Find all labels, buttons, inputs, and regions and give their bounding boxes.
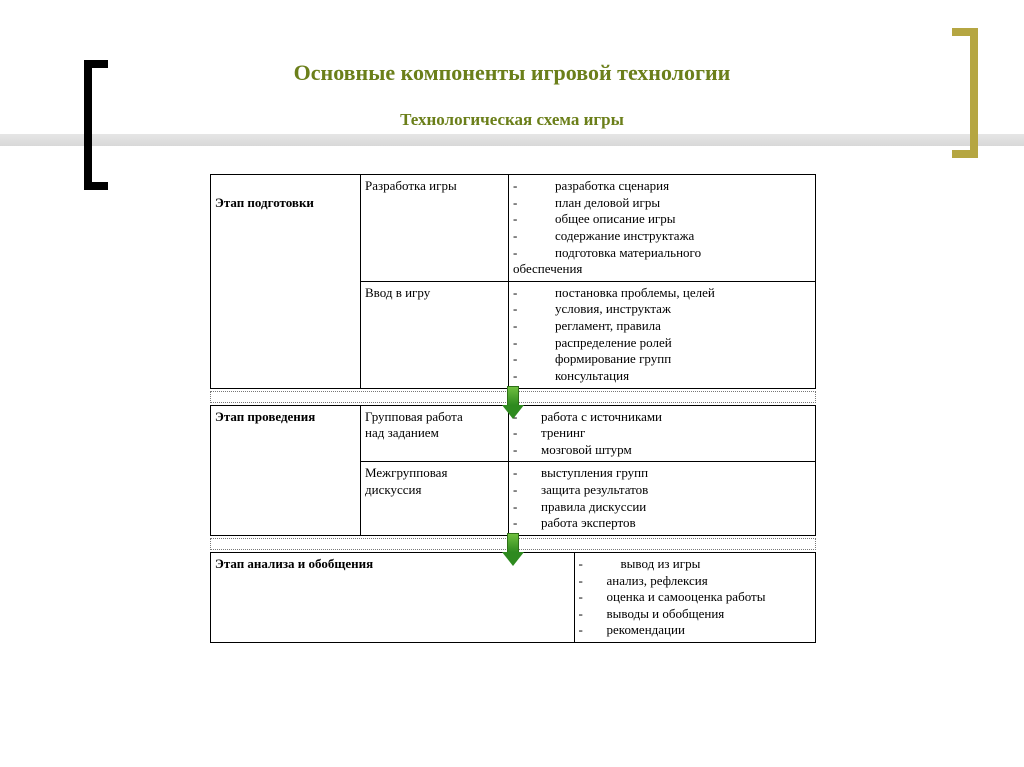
run-items1: -работа с источниками -тренинг -мозговой… (509, 405, 816, 462)
bracket-right (952, 28, 978, 158)
stage-label-text: Этап подготовки (215, 195, 314, 210)
stage-prep: Этап подготовки Разработка игры -разрабо… (210, 174, 816, 389)
run-sub1: Групповая работа над заданием (361, 405, 509, 462)
prep-sub2: Ввод в игру (361, 281, 509, 388)
gap-1 (210, 391, 816, 403)
gap-2 (210, 538, 816, 550)
stage-label: Этап подготовки (211, 175, 361, 389)
stage-label: Этап проведения (211, 405, 361, 535)
arrow-down-icon (502, 533, 524, 567)
prep-sub1: Разработка игры (361, 175, 509, 282)
stage-label-text: Этап проведения (215, 409, 315, 424)
arrow-down-icon (502, 386, 524, 420)
scheme-table: Этап подготовки Разработка игры -разрабо… (210, 174, 816, 645)
header-band (0, 134, 1024, 146)
analysis-items: -вывод из игры -анализ, рефлексия -оценк… (574, 552, 815, 642)
run-sub2: Межгрупповая дискуссия (361, 462, 509, 536)
prep-items2: -постановка проблемы, целей -условия, ин… (509, 281, 816, 388)
run-items2: -выступления групп -защита результатов -… (509, 462, 816, 536)
page-title: Основные компоненты игровой технологии (0, 60, 1024, 86)
prep-items1: -разработка сценария -план деловой игры … (509, 175, 816, 282)
stage-run: Этап проведения Групповая работа над зад… (210, 405, 816, 536)
stage-label-text: Этап анализа и обобщения (215, 556, 373, 571)
page-subtitle: Технологическая схема игры (0, 110, 1024, 130)
